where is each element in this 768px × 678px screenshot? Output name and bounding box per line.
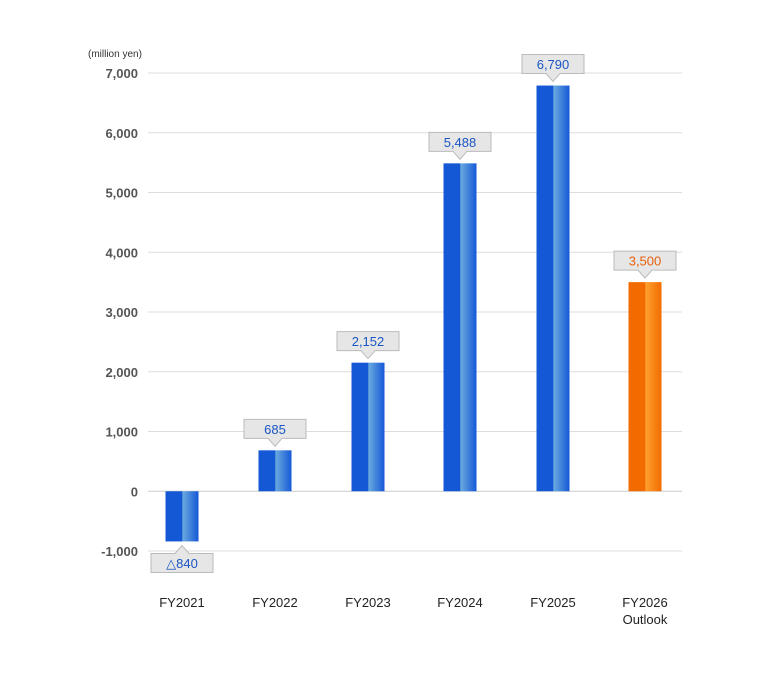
x-category-label: FY2026 xyxy=(622,595,668,610)
x-category-sublabel: Outlook xyxy=(623,612,668,627)
bar xyxy=(443,163,477,492)
data-label: 3,500 xyxy=(629,254,662,269)
data-label: △840 xyxy=(166,556,198,571)
x-category-label: FY2021 xyxy=(159,595,205,610)
x-category-label: FY2025 xyxy=(530,595,576,610)
data-labels: △840 685 2,152 5,488 6,790 3,500 xyxy=(150,54,677,573)
callout-shape xyxy=(521,54,585,83)
callout-shape xyxy=(428,131,492,161)
y-tick-label: 7,000 xyxy=(105,66,138,81)
data-label-callout: 3,500 xyxy=(613,250,677,279)
data-label-callout: 2,152 xyxy=(336,331,400,360)
data-label: 5,488 xyxy=(444,135,477,150)
callout-shape xyxy=(243,418,307,448)
data-label: 2,152 xyxy=(352,334,385,349)
data-label-callout: 685 xyxy=(243,418,307,448)
bars xyxy=(165,85,662,542)
bar xyxy=(351,362,385,492)
y-tick-label: 6,000 xyxy=(105,126,138,141)
x-category-label: FY2022 xyxy=(252,595,298,610)
y-tick-label: 2,000 xyxy=(105,365,138,380)
y-tick-label: 3,000 xyxy=(105,305,138,320)
bar xyxy=(628,282,662,492)
callout-shape xyxy=(613,250,677,279)
data-label: 6,790 xyxy=(537,57,570,72)
bar xyxy=(165,491,199,542)
bar xyxy=(258,450,292,492)
data-label-callout: △840 xyxy=(150,544,214,573)
callout-shape xyxy=(150,544,214,573)
bar xyxy=(536,85,570,492)
y-tick-label: 1,000 xyxy=(105,425,138,440)
y-axis-ticks: 7,000 6,000 5,000 4,000 3,000 2,000 1,000 0 -1,0… xyxy=(101,66,138,559)
y-tick-label: 5,000 xyxy=(105,186,138,201)
unit-label: (million yen) xyxy=(88,49,142,60)
x-axis-categories: FY2021 FY2022 FY2023 FY2024 FY2025 FY2026 Outl… xyxy=(159,595,668,627)
x-category-label: FY2024 xyxy=(437,595,483,610)
y-tick-label: 0 xyxy=(131,484,138,499)
callout-shape xyxy=(336,331,400,360)
data-label-callout: 5,488 xyxy=(428,131,492,161)
gridlines xyxy=(148,72,682,552)
y-tick-label: -1,000 xyxy=(101,544,138,559)
data-label-callout: 6,790 xyxy=(521,54,585,83)
y-tick-label: 4,000 xyxy=(105,245,138,260)
x-category-label: FY2023 xyxy=(345,595,391,610)
data-label: 685 xyxy=(264,422,286,437)
